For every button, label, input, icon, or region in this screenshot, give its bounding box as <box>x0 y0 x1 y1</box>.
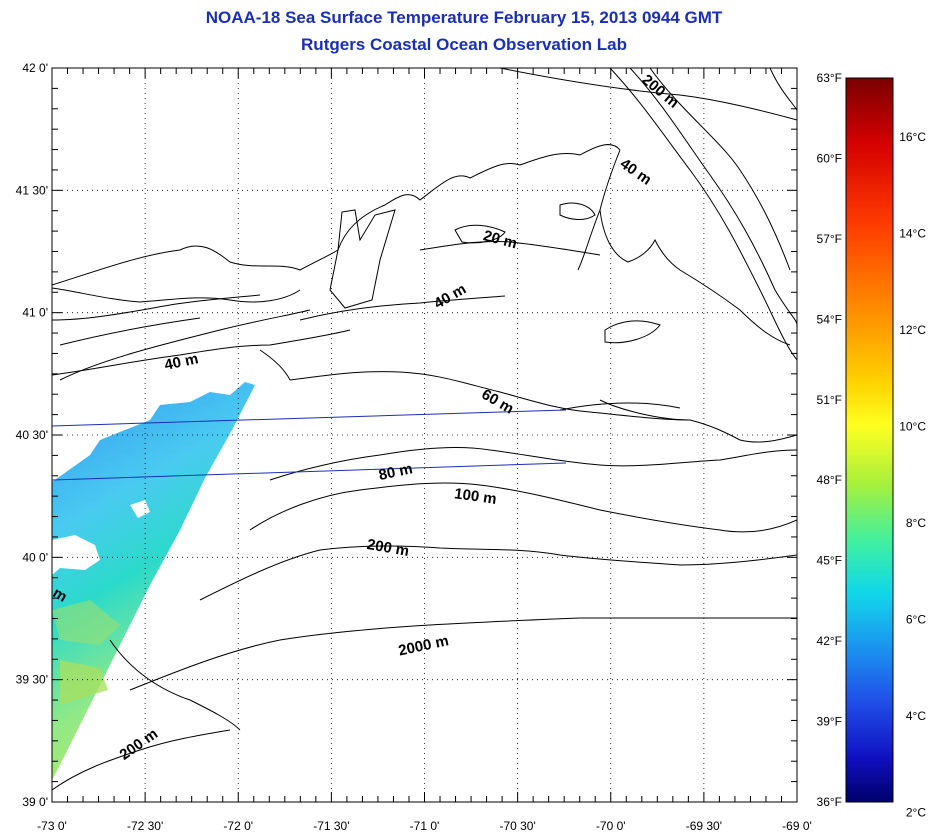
colorbar-f-label: 57°F <box>817 232 842 246</box>
lat-label: 42 0' <box>22 61 48 75</box>
colorbar-f-label: 48°F <box>817 473 842 487</box>
longitude-labels: -73 0' -72 30' -72 0' -71 30' -71 0' -70 30' -… <box>37 819 812 833</box>
contour-label: 40 m <box>431 281 469 313</box>
lon-label: -73 0' <box>37 819 67 833</box>
lon-label: -69 30' <box>686 819 722 833</box>
latitude-labels: 42 0' 41 30' 41 0' 40 30' 40 0' 39 30' 39 0' <box>16 61 48 809</box>
colorbar <box>845 77 894 803</box>
sst-swath <box>52 382 255 780</box>
lon-label: -72 30' <box>127 819 163 833</box>
colorbar-c-label: 2°C <box>906 806 926 820</box>
lat-label: 40 30' <box>16 428 48 442</box>
contour-label: 200 m <box>117 725 162 763</box>
colorbar-c-label: 14°C <box>899 227 926 241</box>
lon-label: -70 30' <box>499 819 535 833</box>
colorbar-f-label: 36°F <box>817 795 842 809</box>
colorbar-f-label: 63°F <box>817 71 842 85</box>
axis-ticks <box>51 67 798 803</box>
colorbar-c-label: 16°C <box>899 130 926 144</box>
colorbar-f-label: 42°F <box>817 634 842 648</box>
contour-label: 20 m <box>481 227 518 252</box>
contour-label: 80 m <box>377 460 414 484</box>
colorbar-fahrenheit-labels: 63°F 60°F 57°F 54°F 51°F 48°F 45°F 42°F 39°F 36°F <box>817 71 842 809</box>
contour-label: 100 m <box>453 485 497 508</box>
contour-label: 40 m <box>617 155 655 189</box>
lat-label: 41 0' <box>22 306 48 320</box>
colorbar-celsius-labels: 16°C 14°C 12°C 10°C 8°C 6°C 4°C 2°C <box>899 130 926 820</box>
colorbar-f-label: 45°F <box>817 554 842 568</box>
colorbar-f-label: 51°F <box>817 393 842 407</box>
lon-label: -69 0' <box>782 819 812 833</box>
lon-label: -70 0' <box>596 819 626 833</box>
colorbar-f-label: 39°F <box>817 715 842 729</box>
lat-label: 39 0' <box>22 795 48 809</box>
colorbar-c-label: 8°C <box>906 516 926 530</box>
lat-label: 39 30' <box>16 673 48 687</box>
contour-label: 2000 m <box>397 632 450 659</box>
lon-label: -71 0' <box>410 819 440 833</box>
colorbar-f-label: 54°F <box>817 312 842 326</box>
map-subtitle: Rutgers Coastal Ocean Observation Lab <box>301 35 627 54</box>
lon-label: -71 30' <box>313 819 349 833</box>
map-title: NOAA-18 Sea Surface Temperature February… <box>205 8 723 27</box>
lon-label: -72 0' <box>223 819 253 833</box>
lat-label: 40 0' <box>22 550 48 564</box>
contour-label: 40 m <box>163 350 200 374</box>
colorbar-c-label: 12°C <box>899 323 926 337</box>
colorbar-f-label: 60°F <box>817 151 842 165</box>
colorbar-c-label: 6°C <box>906 613 926 627</box>
colorbar-c-label: 10°C <box>899 420 926 434</box>
lat-label: 41 30' <box>16 183 48 197</box>
colorbar-c-label: 4°C <box>906 709 926 723</box>
bathymetry-contours <box>52 68 797 791</box>
contour-label: 200 m <box>366 536 411 560</box>
